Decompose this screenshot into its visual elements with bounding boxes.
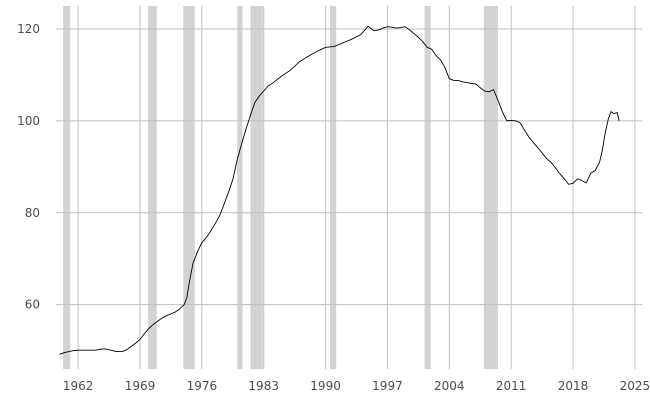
recession-band-3 [237,6,243,369]
recession-shading [63,6,498,369]
x-tick-label: 1962 [63,379,94,393]
y-tick-label: 120 [17,22,40,36]
y-tick-label: 60 [25,298,40,312]
series-layer [59,25,620,355]
x-tick-label: 1969 [125,379,156,393]
series-line-0 [59,25,620,355]
x-tick-label: 2011 [496,379,527,393]
recession-band-7 [483,6,498,369]
x-axis-tick-labels: 1962 1969 1976 1983 1990 1997 2004 2011 2018 2025 [63,379,650,393]
y-tick-label: 100 [17,114,40,128]
grid-lines [56,6,642,369]
x-tick-label: 1983 [248,379,279,393]
recession-band-2 [183,6,195,369]
recession-band-5 [329,6,337,369]
x-tick-label: 1976 [187,379,218,393]
recession-band-4 [250,6,263,369]
x-tick-label: 2018 [558,379,589,393]
y-axis-tick-labels: 60 80 100 120 [17,22,40,312]
y-tick-label: 80 [25,206,40,220]
x-tick-label: 1990 [310,379,341,393]
x-tick-label: 1997 [372,379,403,393]
recession-band-0 [63,6,71,369]
x-tick-label: 2025 [620,379,650,393]
x-tick-label: 2004 [434,379,465,393]
recession-band-6 [424,6,431,369]
recession-band-1 [147,6,157,369]
